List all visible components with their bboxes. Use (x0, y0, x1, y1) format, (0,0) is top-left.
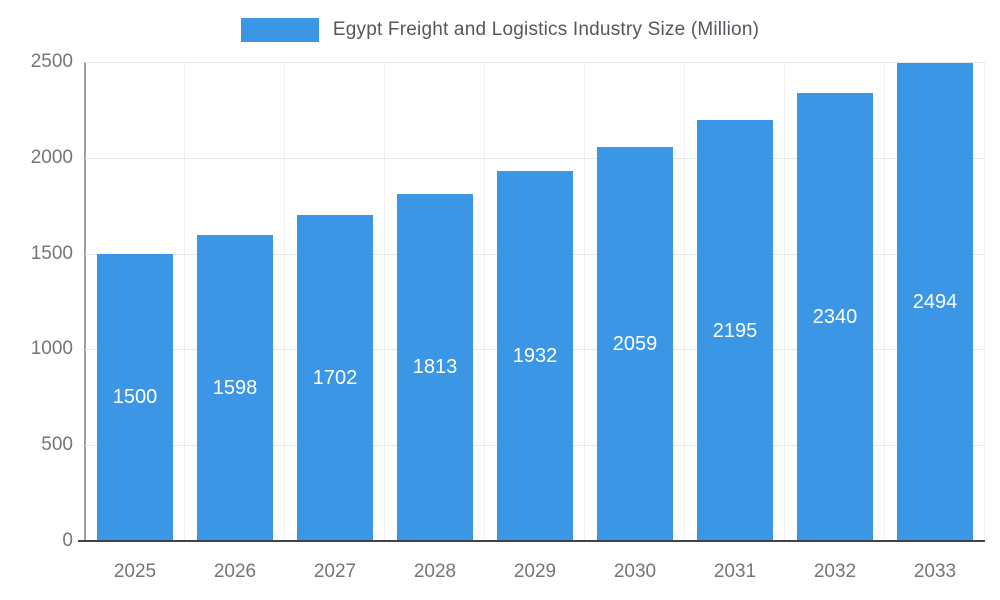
x-tick-label-2030: 2030 (613, 561, 657, 582)
bar-2032[interactable]: 2340 (797, 92, 873, 541)
chart-title: Egypt Freight and Logistics Industry Siz… (332, 19, 760, 40)
plot-area: 1500 1598 1702 1813 1932 2059 2195 2340 2494 (85, 62, 985, 542)
x-tick-label-2033: 2033 (913, 561, 957, 582)
bar-2031[interactable]: 2195 (697, 120, 773, 541)
y-tick-label: 500 (41, 434, 73, 456)
bar-2033[interactable]: 2494 (897, 63, 973, 541)
gridline-vertical (384, 62, 385, 541)
bar-2025[interactable]: 1500 (97, 253, 173, 541)
bar-value-label: 2059 (612, 332, 658, 355)
bar-2028[interactable]: 1813 (397, 193, 473, 541)
bar-value-label: 2195 (712, 319, 758, 342)
gridline-vertical (584, 62, 585, 541)
gridline-vertical (184, 62, 185, 541)
bar-value-label: 1702 (312, 366, 358, 389)
x-tick-label-2029: 2029 (513, 561, 557, 582)
y-tick-label: 0 (62, 530, 73, 551)
x-tick-label-2025: 2025 (113, 561, 157, 582)
y-tick-label: 2000 (30, 146, 73, 168)
y-tick-label: 1500 (30, 242, 73, 264)
gridline-horizontal (85, 157, 985, 159)
x-tick-label-2031: 2031 (713, 561, 757, 582)
x-tick-label-2028: 2028 (413, 561, 457, 582)
bar-value-label: 2340 (812, 305, 858, 328)
gridline-vertical (784, 62, 785, 541)
bar-2026[interactable]: 1598 (197, 234, 273, 541)
gridline-horizontal (85, 62, 985, 63)
bar-value-label: 1932 (512, 344, 558, 367)
y-tick-label: 2500 (30, 51, 73, 72)
x-axis-baseline (78, 540, 985, 542)
gridline-vertical (684, 62, 685, 541)
gridline-vertical (484, 62, 485, 541)
bar-2029[interactable]: 1932 (497, 170, 573, 541)
legend-swatch (240, 18, 319, 42)
bar-value-label: 1598 (212, 376, 258, 399)
x-tick-label-2027: 2027 (313, 561, 357, 582)
bar-value-label: 1813 (412, 356, 458, 379)
bar-value-label: 2494 (912, 291, 958, 314)
y-tick-label: 1000 (30, 338, 73, 360)
x-tick-label-2032: 2032 (813, 561, 857, 582)
y-axis-line (84, 62, 86, 541)
chart-legend: Egypt Freight and Logistics Industry Siz… (0, 16, 1000, 44)
bar-2027[interactable]: 1702 (297, 214, 373, 541)
gridline-vertical (984, 62, 985, 541)
bar-value-label: 1500 (112, 386, 158, 409)
bar-2030[interactable]: 2059 (597, 146, 673, 541)
gridline-vertical (884, 62, 885, 541)
gridline-vertical (284, 62, 285, 541)
x-tick-label-2026: 2026 (213, 561, 257, 582)
